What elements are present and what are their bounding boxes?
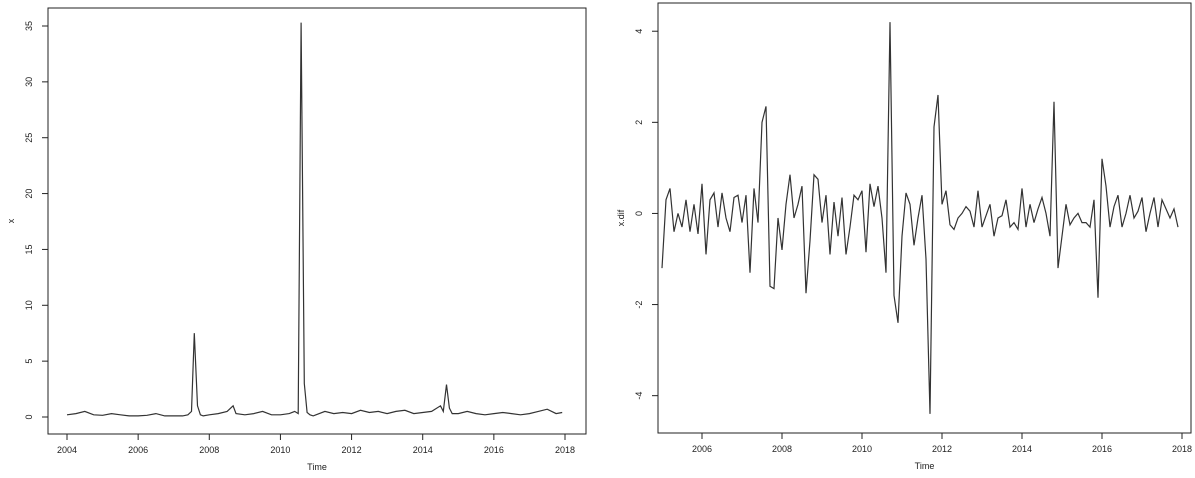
chart-xdif-x-tick-label: 2014: [1012, 444, 1032, 454]
chart-x-y-tick-label: 30: [24, 77, 34, 87]
chart-x-y-tick-label: 0: [24, 414, 34, 419]
chart-x-x-tick-label: 2016: [484, 445, 504, 455]
chart-x-x-tick-label: 2008: [199, 445, 219, 455]
chart-xdif-y-tick-label: -2: [634, 301, 644, 309]
chart-xdif-y-tick-label: -4: [634, 392, 644, 400]
chart-xdif-series-line-0: [661, 22, 1179, 414]
chart-x-x-tick-label: 2006: [128, 445, 148, 455]
chart-x-y-tick-label: 20: [24, 189, 34, 199]
chart-x-x-tick-label: 2010: [270, 445, 290, 455]
chart-xdif-x-axis-title: Time: [915, 461, 935, 471]
chart-panel-x-dif: 2006 2008 2010 2012 2014 2016 2018 -4 -2 0 2 4 Time x…: [600, 0, 1195, 473]
chart-xdif-y-tick-label: 4: [634, 29, 644, 34]
chart-xdif-plot-frame: [657, 2, 1192, 434]
chart-xdif-x-tick-label: 2010: [852, 444, 872, 454]
chart-x-y-axis-title: x: [6, 218, 16, 223]
chart-xdif-x-tick-label: 2016: [1092, 444, 1112, 454]
chart-x-y-tick-label: 15: [24, 244, 34, 254]
chart-x-y-tick-label: 25: [24, 133, 34, 143]
chart-panel-x: 2004 2006 2008 2010 2012 2014 2016 2018 0 5 10 15 20…: [0, 0, 590, 473]
chart-x-x-tick-label: 2014: [413, 445, 433, 455]
chart-xdif-x-tick-label: 2012: [932, 444, 952, 454]
chart-xdif-y-axis-title: x.dif: [616, 209, 626, 226]
chart-xdif-x-tick-label: 2008: [772, 444, 792, 454]
line-chart-x-dif: 2006 2008 2010 2012 2014 2016 2018 -4 -2 0 2 4 Time x…: [616, 2, 1192, 471]
chart-x-x-tick-label: 2004: [57, 445, 77, 455]
chart-x-y-tick-label: 5: [24, 359, 34, 364]
chart-x-y-tick-label: 35: [24, 21, 34, 31]
chart-x-x-axis-title: Time: [307, 462, 327, 472]
chart-x-y-tick-label: 10: [24, 300, 34, 310]
chart-xdif-y-tick-label: 0: [634, 211, 644, 216]
chart-x-plot-frame: [47, 7, 587, 435]
chart-xdif-y-tick-label: 2: [634, 120, 644, 125]
chart-xdif-x-tick-label: 2018: [1172, 444, 1192, 454]
chart-x-x-tick-label: 2018: [555, 445, 575, 455]
chart-xdif-x-tick-label: 2006: [692, 444, 712, 454]
line-chart-x: 2004 2006 2008 2010 2012 2014 2016 2018 0 5 10 15 20…: [6, 7, 587, 472]
chart-x-x-tick-label: 2012: [342, 445, 362, 455]
chart-x-series-line-0: [66, 22, 563, 417]
